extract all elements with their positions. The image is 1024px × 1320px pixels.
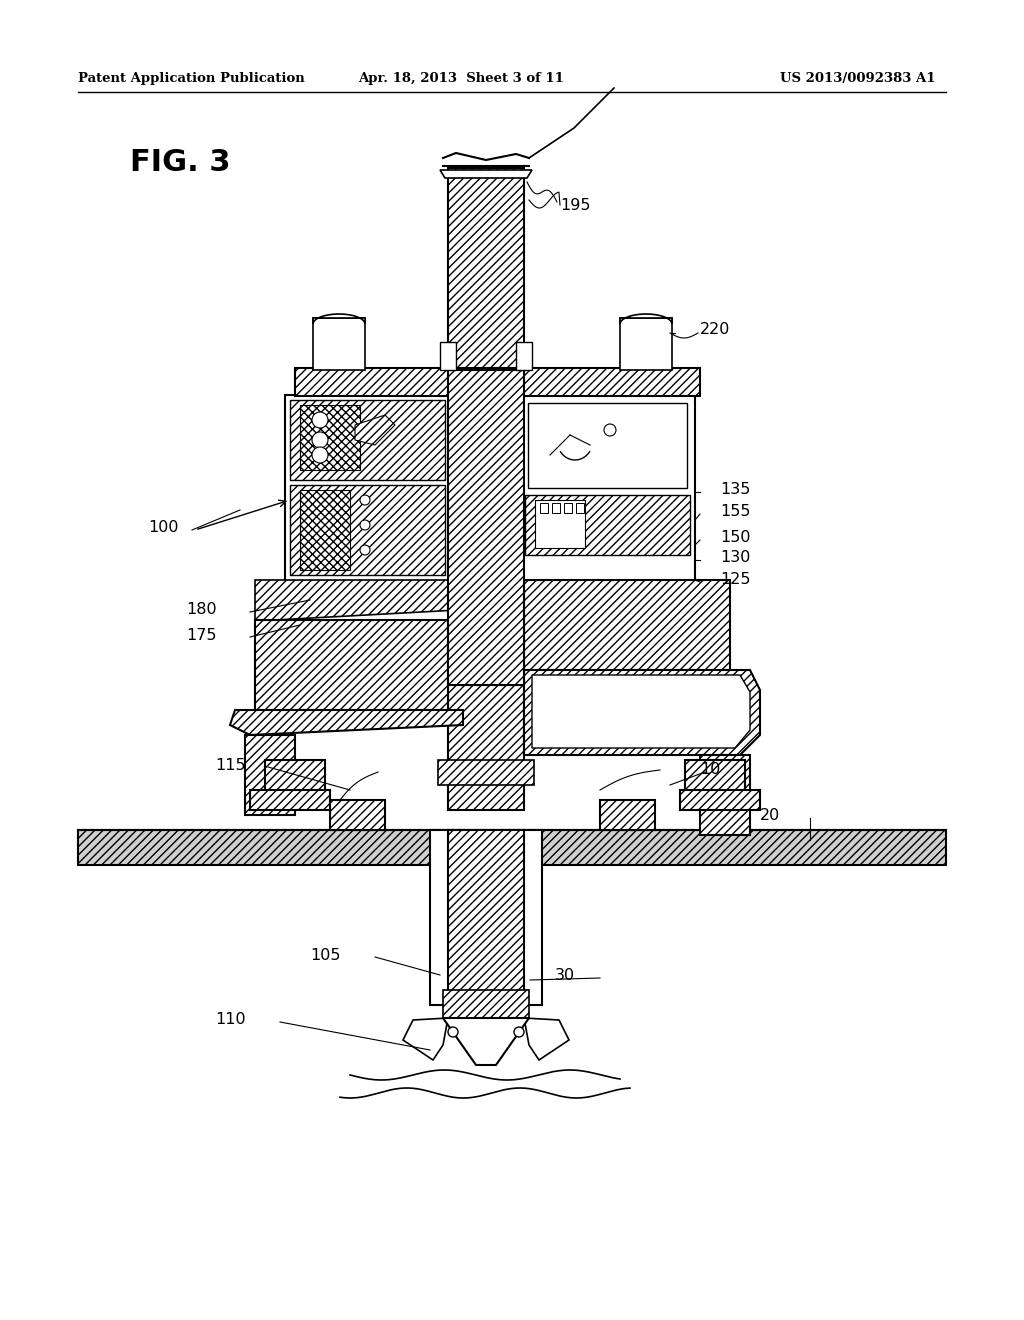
Bar <box>449 685 524 810</box>
Bar <box>449 168 524 370</box>
Bar <box>449 370 524 685</box>
Text: 20: 20 <box>760 808 780 822</box>
Circle shape <box>360 495 370 506</box>
Bar <box>535 500 585 548</box>
Polygon shape <box>355 414 395 445</box>
Text: FIG. 3: FIG. 3 <box>130 148 230 177</box>
Polygon shape <box>620 314 672 323</box>
Text: 130: 130 <box>720 550 751 565</box>
Polygon shape <box>230 710 463 735</box>
Bar <box>680 789 760 810</box>
Bar <box>524 579 730 671</box>
Circle shape <box>604 424 616 436</box>
Text: 125: 125 <box>720 573 751 587</box>
Bar <box>78 830 946 865</box>
Polygon shape <box>524 1018 569 1060</box>
Bar <box>575 503 584 513</box>
Bar <box>265 760 325 795</box>
Circle shape <box>312 432 328 447</box>
Text: 10: 10 <box>700 763 720 777</box>
Bar <box>285 395 450 590</box>
Circle shape <box>312 412 328 428</box>
Text: 135: 135 <box>720 483 751 498</box>
Circle shape <box>312 447 328 463</box>
Bar <box>430 830 466 1005</box>
Bar <box>540 503 548 513</box>
Polygon shape <box>403 1018 449 1060</box>
Text: 105: 105 <box>310 948 341 962</box>
Bar <box>245 735 295 814</box>
Bar <box>552 503 560 513</box>
Bar <box>290 484 445 576</box>
Bar <box>443 990 529 1020</box>
Text: 220: 220 <box>700 322 730 338</box>
Bar <box>564 503 572 513</box>
Polygon shape <box>313 314 365 323</box>
Bar <box>440 342 456 370</box>
Bar <box>295 368 700 396</box>
Bar <box>255 620 449 710</box>
Text: Patent Application Publication: Patent Application Publication <box>78 73 305 84</box>
Text: 100: 100 <box>148 520 178 535</box>
Polygon shape <box>443 1018 529 1065</box>
Polygon shape <box>255 579 458 620</box>
Bar <box>300 490 350 570</box>
Polygon shape <box>532 675 750 748</box>
Text: 115: 115 <box>215 758 246 772</box>
Bar <box>520 395 695 590</box>
Text: 195: 195 <box>560 198 591 213</box>
Text: Apr. 18, 2013  Sheet 3 of 11: Apr. 18, 2013 Sheet 3 of 11 <box>358 73 564 84</box>
Polygon shape <box>524 671 760 755</box>
Text: 30: 30 <box>555 968 575 982</box>
Bar <box>600 800 655 830</box>
Bar <box>300 405 360 470</box>
Bar <box>516 342 532 370</box>
Text: 110: 110 <box>215 1012 246 1027</box>
Bar <box>506 830 542 1005</box>
Text: 175: 175 <box>186 627 216 643</box>
Bar <box>313 318 365 370</box>
Bar <box>525 495 690 554</box>
Text: 155: 155 <box>720 504 751 520</box>
Bar <box>250 789 330 810</box>
Circle shape <box>360 520 370 531</box>
Bar <box>685 760 745 795</box>
Circle shape <box>514 1027 524 1038</box>
Bar <box>528 403 687 488</box>
Bar <box>620 318 672 370</box>
Polygon shape <box>440 170 532 178</box>
Text: 180: 180 <box>186 602 217 618</box>
Text: 150: 150 <box>720 531 751 545</box>
Bar <box>449 830 524 1010</box>
Bar <box>290 400 445 480</box>
Bar <box>330 800 385 830</box>
Circle shape <box>360 545 370 554</box>
Circle shape <box>449 1027 458 1038</box>
Text: US 2013/0092383 A1: US 2013/0092383 A1 <box>780 73 936 84</box>
Bar <box>438 760 534 785</box>
Bar <box>700 755 750 836</box>
